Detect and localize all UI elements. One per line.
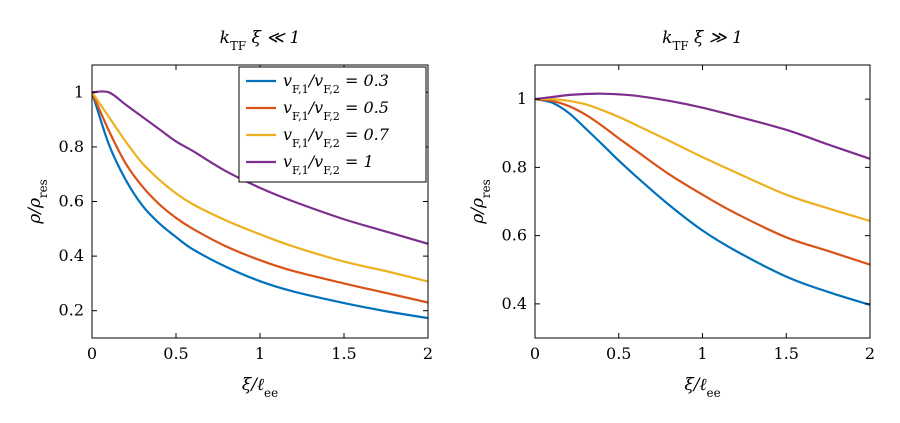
y-axis-label: ρ/ρres: [468, 179, 493, 225]
x-tick-label: 0.5: [606, 344, 631, 363]
legend-label: vF,1/vF,2 = 1: [283, 152, 374, 177]
y-tick-label: 0.8: [502, 157, 527, 176]
y-tick-label: 0.4: [502, 294, 527, 313]
chart-panel-2: kTF ξ ≫ 1 0 0.5 1 1.5 2 0.4 0.6 0.8 1 ξ/ℓee ρ/ρres: [468, 28, 875, 400]
series-line-3: [92, 91, 428, 283]
y-tick-label: 1: [517, 89, 527, 108]
legend-label: vF,1/vF,2 = 0.5: [283, 98, 389, 123]
x-tick-label: 0: [530, 344, 540, 363]
x-tick-label: 1.5: [331, 344, 356, 363]
plot-frame: [534, 64, 871, 339]
series-line-3: [535, 97, 870, 223]
y-tick-label: 0.4: [59, 246, 84, 265]
legend-label: vF,1/vF,2 = 0.7: [283, 125, 390, 150]
y-tick-label: 0.2: [59, 301, 84, 320]
x-axis-label: ξ/ℓee: [242, 375, 278, 400]
y-axis-label: ρ/ρres: [25, 179, 50, 225]
series-line-4: [535, 92, 870, 160]
series-line-2: [535, 98, 870, 266]
x-tick-label: 2: [423, 344, 433, 363]
y-tick-label: 0.8: [59, 137, 84, 156]
chart-title: kTF ξ ≫ 1: [662, 28, 743, 53]
legend-label: vF,1/vF,2 = 0.3: [283, 71, 389, 96]
x-tick-label: 0: [87, 344, 97, 363]
x-tick-label: 0.5: [163, 344, 188, 363]
y-tick-label: 1: [74, 82, 84, 101]
series-line-2: [92, 91, 428, 304]
x-tick-label: 1: [255, 344, 265, 363]
x-tick-label: 1: [697, 344, 707, 363]
series-line-1: [92, 91, 428, 320]
x-tick-label: 1.5: [774, 344, 799, 363]
series-line-4: [92, 90, 428, 245]
chart-panel-1: kTF ξ ≪ 1 0 0.5 1 1.5 2 0.2 0.4 0.6 0.8 1 ξ/ℓee ρ/ρr…: [25, 28, 433, 400]
x-axis-label: ξ/ℓee: [684, 375, 720, 400]
legend: vF,1/vF,2 = 0.3vF,1/vF,2 = 0.5vF,1/vF,2 …: [238, 66, 427, 183]
chart-title: kTF ξ ≪ 1: [220, 28, 301, 53]
y-tick-label: 0.6: [502, 226, 527, 245]
series-line-1: [535, 98, 870, 306]
y-tick-label: 0.6: [59, 192, 84, 211]
x-tick-label: 2: [865, 344, 875, 363]
